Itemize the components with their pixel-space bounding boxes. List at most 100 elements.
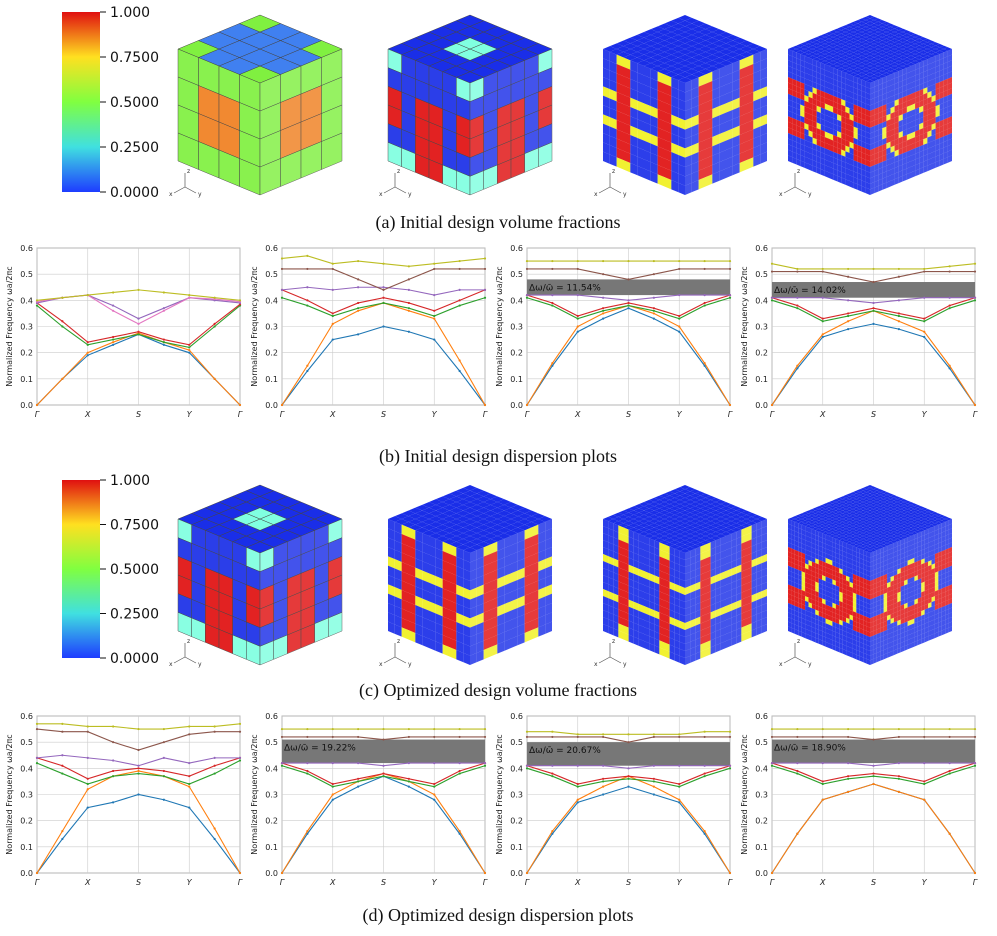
cube: zxy	[594, 15, 767, 198]
band-point	[87, 344, 89, 346]
axis-triad-label: z	[187, 638, 190, 645]
cube: z x y	[594, 485, 767, 668]
axis-triad-label: x	[594, 661, 598, 668]
axis-triad-label: y	[808, 191, 812, 198]
axis-triad-label: x	[169, 661, 173, 668]
band-point	[163, 310, 165, 312]
band-point	[163, 307, 165, 309]
y-tick-label: 0.6	[20, 244, 33, 253]
colorbar-tick-label: 1.000	[110, 5, 150, 21]
band-point	[239, 404, 241, 406]
caption: (d) Optimized design dispersion plots	[363, 905, 634, 926]
y-tick-label: 0.3	[20, 323, 33, 332]
colorbar-tick-label: 0.7500	[110, 518, 159, 534]
band-point	[112, 304, 114, 306]
colorbar-tick-label: 1.000	[110, 473, 150, 489]
figure: (a) Initial design volume fractions (b) …	[0, 0, 997, 936]
y-tick-label: 0.2	[20, 349, 33, 358]
x-tick-label: X	[84, 410, 91, 419]
band-point	[188, 346, 190, 348]
cube: z x y	[779, 15, 952, 198]
band-point	[61, 325, 63, 327]
axis-triad	[384, 657, 395, 663]
x-tick-label: Y	[187, 410, 193, 419]
axis-triad-label: y	[808, 661, 812, 668]
band-point	[188, 344, 190, 346]
band-point	[87, 354, 89, 356]
band-point	[112, 338, 114, 340]
band-point	[61, 297, 63, 299]
y-axis-label: Normalized Frequency ωa/2πc	[5, 266, 14, 386]
x-tick-label: Γ	[35, 410, 40, 419]
axis-triad-label: y	[408, 191, 412, 198]
axis-triad-label: x	[169, 191, 173, 198]
band-point	[87, 352, 89, 354]
band-point	[87, 341, 89, 343]
axis-triad-label: y	[408, 661, 412, 668]
colorbar-tick-label: 0.0000	[110, 651, 159, 667]
axis-triad-label: x	[779, 191, 783, 198]
axis-triad	[395, 657, 406, 663]
axis-triad	[784, 187, 795, 193]
axis-triad-label: y	[623, 191, 627, 198]
colorbar-tick-label: 0.5000	[110, 95, 159, 111]
axis-triad-label: z	[187, 168, 190, 175]
band-point	[188, 297, 190, 299]
band-point	[137, 289, 139, 291]
band-point	[36, 404, 38, 406]
axis-triad	[599, 187, 610, 193]
band-point	[163, 341, 165, 343]
cube: z x y	[779, 485, 952, 668]
axis-triad-label: z	[612, 168, 615, 175]
band-point	[163, 338, 165, 340]
axis-triad-label: z	[797, 638, 800, 645]
axis-triad	[784, 657, 795, 663]
band-point	[137, 333, 139, 335]
axis-triad-label: y	[198, 191, 202, 198]
cube: zxy	[379, 485, 552, 668]
axis-triad	[185, 187, 196, 193]
y-tick-label: 0.1	[20, 375, 33, 384]
colorbar	[62, 480, 100, 658]
axis-triad-label: z	[797, 168, 800, 175]
axis-triad	[599, 657, 610, 663]
axis-triad	[395, 187, 406, 193]
band-point	[188, 352, 190, 354]
axis-triad-label: x	[779, 661, 783, 668]
axis-triad	[185, 657, 196, 663]
band-point	[214, 378, 216, 380]
axis-triad-label: x	[379, 661, 383, 668]
colorbar-tick-label: 0.7500	[110, 50, 159, 66]
axis-triad	[795, 657, 806, 663]
dispersion-chart: 0.0 0.1 0.2 0.3 0.4 0.5 0.6 Γ X S Y Γ Normalized Fre…	[5, 244, 243, 419]
colorbar-tick-label: 0.2500	[110, 607, 159, 623]
band-point	[61, 378, 63, 380]
axis-triad	[174, 657, 185, 663]
axis-triad-label: y	[623, 661, 627, 668]
y-tick-label: 0.0	[20, 401, 33, 410]
band-point	[188, 349, 190, 351]
colorbar-tick-label: 0.2500	[110, 140, 159, 156]
band-point	[112, 341, 114, 343]
cube: zxy	[169, 485, 342, 668]
axis-triad	[174, 187, 185, 193]
band-point	[163, 344, 165, 346]
band-point	[36, 304, 38, 306]
y-tick-label: 0.4	[20, 296, 33, 305]
axis-triad-label: z	[397, 168, 400, 175]
band-point	[137, 318, 139, 320]
colorbar-tick-label: 0.0000	[110, 185, 159, 201]
band-point	[112, 344, 114, 346]
x-tick-label: S	[136, 410, 141, 419]
band-point	[214, 325, 216, 327]
band-point	[214, 323, 216, 325]
axis-triad-label: x	[379, 191, 383, 198]
colorbar	[62, 12, 100, 192]
axis-triad-label: z	[612, 638, 615, 645]
caption: (b) Initial design dispersion plots	[379, 446, 617, 467]
y-tick-label: 0.5	[20, 270, 33, 279]
caption: (a) Initial design volume fractions	[376, 212, 621, 233]
band-point	[112, 291, 114, 293]
axis-triad	[610, 657, 621, 663]
x-tick-label: Γ	[238, 410, 243, 419]
